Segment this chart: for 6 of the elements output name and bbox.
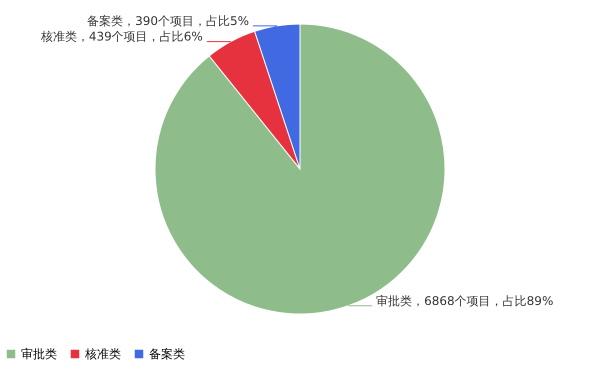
- legend-label: 审批类: [21, 347, 57, 361]
- legend-label: 备案类: [149, 347, 185, 361]
- data-label: 审批类，6868个项目，占比89%: [376, 294, 554, 308]
- data-label: 核准类，439个项目，占比6%: [40, 30, 203, 44]
- data-label: 备案类，390个项目，占比5%: [87, 14, 250, 28]
- legend-label: 核准类: [84, 347, 121, 361]
